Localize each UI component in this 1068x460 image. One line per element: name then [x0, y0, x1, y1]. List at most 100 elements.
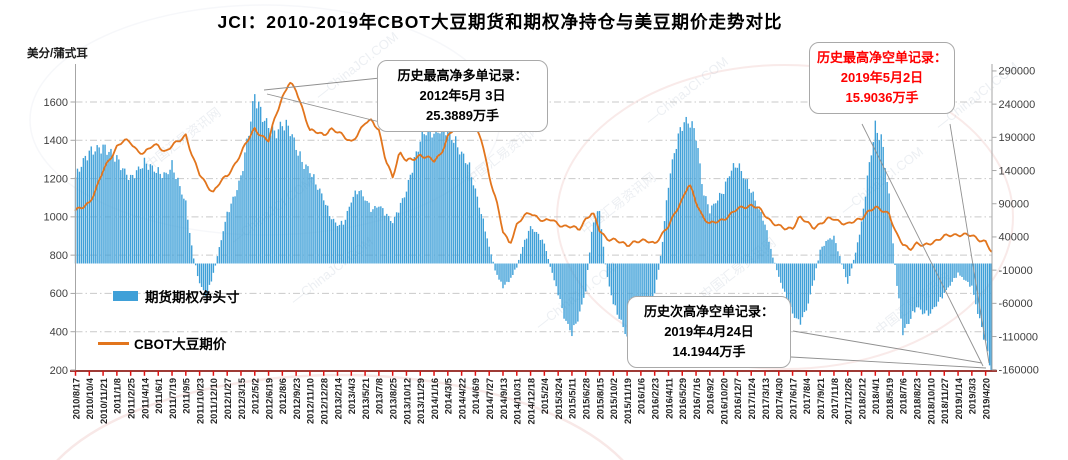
bar — [718, 192, 721, 264]
bar — [793, 263, 796, 318]
bar — [567, 263, 569, 324]
bar — [778, 263, 780, 277]
bar — [673, 153, 676, 264]
bar — [472, 185, 475, 264]
bar — [319, 188, 321, 264]
x-tick-label: 2014/4/22 — [457, 378, 467, 419]
bar — [888, 193, 890, 264]
bar — [967, 263, 969, 282]
x-tick-label: 2011/2/25 — [126, 378, 136, 419]
bar — [386, 213, 388, 264]
bar — [311, 176, 313, 264]
bar — [943, 263, 945, 293]
bar — [906, 263, 908, 325]
bar — [988, 263, 991, 366]
bar — [659, 255, 662, 264]
bar — [279, 121, 282, 264]
bar — [569, 263, 571, 331]
bar — [583, 263, 585, 298]
bar — [161, 177, 163, 264]
bar — [880, 134, 882, 264]
x-tick-label: 2018/8/23 — [912, 378, 922, 419]
bar — [468, 162, 471, 264]
bar — [874, 120, 877, 264]
bar — [969, 263, 971, 287]
bar — [269, 135, 272, 264]
x-tick-label: 2012/5/2 — [251, 378, 261, 414]
bar — [466, 164, 469, 264]
bar — [770, 248, 772, 264]
bar — [561, 263, 563, 309]
bar — [126, 174, 128, 264]
bar — [265, 118, 268, 264]
bar — [752, 191, 754, 264]
bar — [931, 263, 934, 310]
bar — [862, 208, 865, 264]
bar — [768, 241, 770, 264]
bar — [756, 206, 758, 264]
bar — [242, 171, 244, 264]
left-axis-unit-label: 美分/蒲式耳 — [27, 48, 88, 60]
bar — [372, 209, 374, 264]
bar — [447, 129, 449, 264]
bar — [135, 170, 138, 264]
bar — [232, 196, 234, 264]
bar — [953, 263, 955, 278]
x-tick-label: 2018/2/12 — [857, 378, 867, 419]
bar — [273, 130, 276, 264]
bar — [799, 263, 802, 325]
bar — [734, 167, 737, 264]
bar — [774, 262, 776, 264]
bar — [165, 172, 167, 264]
x-tick-label: 2014/9/13 — [499, 378, 509, 419]
bar — [581, 263, 583, 305]
bar — [650, 263, 652, 312]
x-tick-label: 2010/11/21 — [99, 378, 109, 424]
bar — [809, 263, 812, 295]
bar — [110, 148, 112, 264]
bar — [577, 263, 579, 322]
bar — [338, 224, 341, 264]
bar — [858, 234, 861, 264]
bar — [484, 231, 486, 264]
bar-swatch-icon — [113, 291, 138, 301]
x-tick-label: 2017/11/8 — [830, 378, 840, 419]
bar — [935, 263, 938, 307]
bar — [766, 230, 768, 264]
bar — [210, 263, 213, 282]
bar — [143, 157, 146, 264]
right-tick-label: 90000 — [999, 199, 1030, 211]
bar — [382, 208, 384, 264]
bar — [644, 263, 646, 325]
bar — [405, 191, 408, 264]
bar — [96, 145, 98, 264]
legend-item-price: CBOT大豆期价 — [98, 333, 226, 353]
callout-line: 2019年5月2日 — [840, 70, 924, 86]
bar — [159, 173, 161, 264]
bar — [301, 161, 303, 264]
bar — [323, 200, 325, 264]
bar — [449, 128, 451, 264]
bar — [736, 167, 739, 264]
bar — [356, 194, 358, 264]
left-tick-label: 400 — [50, 327, 68, 339]
x-tick-label: 2012/8/6 — [278, 378, 288, 414]
bar — [313, 174, 315, 264]
bar — [590, 231, 593, 264]
bar — [835, 243, 837, 264]
bar — [525, 238, 528, 264]
x-tick-label: 2011/10/23 — [195, 378, 205, 424]
bar — [194, 263, 197, 266]
bar — [965, 263, 967, 281]
bar — [240, 175, 242, 264]
x-tick-label: 2013/2/14 — [333, 377, 343, 419]
x-tick-label: 2012/12/28 — [320, 378, 330, 425]
bar — [600, 229, 603, 264]
bar — [642, 263, 644, 319]
bar — [675, 148, 678, 264]
bar — [137, 166, 140, 264]
bar — [514, 263, 516, 270]
bar — [821, 246, 823, 264]
callout-pointers — [263, 77, 990, 369]
x-tick-label: 2016/5/29 — [678, 378, 688, 419]
